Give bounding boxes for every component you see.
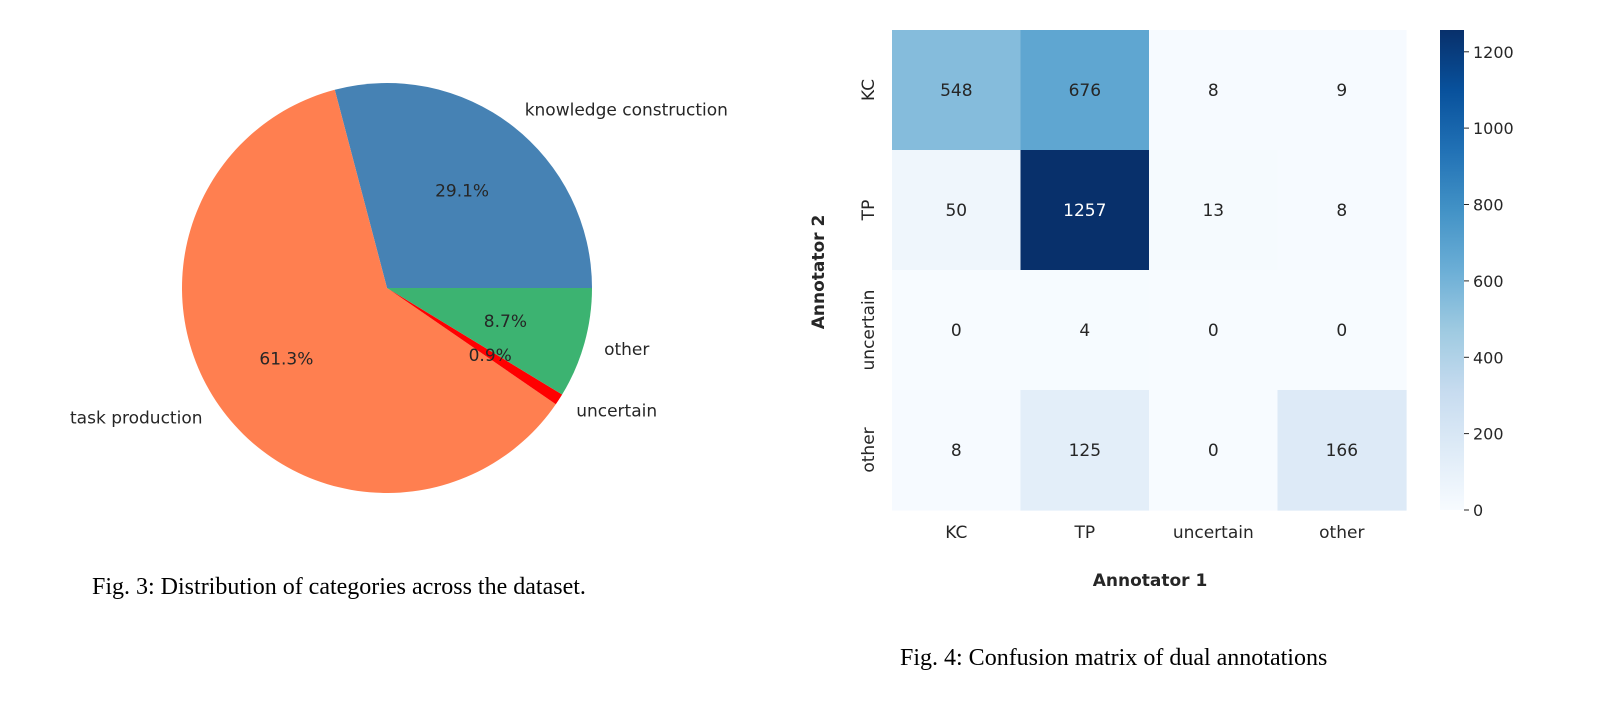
confusion-matrix-heatmap: 548 676 8 950 1257 13 80 4 0 08 125 0 166 KC TP uncert…	[809, 30, 1514, 591]
heatmap-cell	[1149, 30, 1279, 151]
y-tick-label: other	[859, 427, 879, 472]
figure-3-caption: Fig. 3: Distribution of categories acros…	[92, 574, 586, 600]
colorbar-tick-label: 200	[1473, 425, 1504, 444]
heatmap-cell-value: 125	[1069, 441, 1101, 461]
heatmap-cell	[1277, 270, 1407, 391]
heatmap-cell	[1277, 150, 1407, 271]
heatmap-cell-value: 0	[1336, 321, 1347, 341]
heatmap-cell	[1020, 270, 1150, 391]
x-tick-label: other	[1319, 523, 1364, 543]
pie-category-label-other: other	[604, 340, 649, 360]
heatmap-cell-value: 9	[1336, 81, 1347, 101]
y-tick-label: KC	[859, 79, 879, 101]
heatmap-cell-value: 548	[940, 81, 972, 101]
pie-category-label-task-production: task production	[70, 409, 202, 429]
colorbar-tick-label: 400	[1473, 348, 1504, 367]
heatmap-cell-value: 8	[1208, 81, 1219, 101]
heatmap-cell-value: 8	[951, 441, 962, 461]
colorbar-tick-label: 800	[1473, 196, 1504, 215]
pie-chart: 29.1% knowledge construction 61.3% task pro…	[70, 82, 728, 493]
heatmap-cell-value: 13	[1202, 201, 1224, 221]
colorbar-tick-label: 1000	[1473, 119, 1514, 138]
heatmap-cell-value: 8	[1336, 201, 1347, 221]
pie-pct-label-task-production: 61.3%	[259, 350, 313, 370]
heatmap-cell-value: 0	[951, 321, 962, 341]
heatmap-cell	[1277, 30, 1407, 151]
y-tick-label: uncertain	[859, 290, 879, 371]
pie-slice-other	[387, 288, 592, 395]
colorbar	[1440, 30, 1464, 510]
pie-pct-label-uncertain: 0.9%	[469, 346, 512, 366]
heatmap-cell	[892, 150, 1022, 271]
heatmap-cell-value: 4	[1079, 321, 1090, 341]
heatmap-cell	[1277, 390, 1407, 511]
heatmap-cell-value: 166	[1326, 441, 1358, 461]
y-axis-label: Annotator 2	[809, 215, 829, 330]
pie-slice-task-production	[181, 89, 556, 493]
pie-slice-knowledge-construction	[334, 82, 592, 288]
x-tick-label: TP	[1073, 523, 1095, 543]
heatmap-cell-value: 1257	[1063, 201, 1106, 221]
colorbar-tick-label: 600	[1473, 272, 1504, 291]
x-axis-label: Annotator 1	[1093, 571, 1208, 591]
heatmap-cell-value: 0	[1208, 441, 1219, 461]
heatmap-cell	[1149, 150, 1279, 271]
heatmap-cell	[892, 390, 1022, 511]
heatmap-cell-value: 0	[1208, 321, 1219, 341]
heatmap-cell	[1149, 390, 1279, 511]
heatmap-cell	[1149, 270, 1279, 391]
pie-category-label-knowledge-construction: knowledge construction	[525, 100, 728, 120]
heatmap-cell-value: 676	[1069, 81, 1101, 101]
heatmap-cell	[1020, 30, 1150, 151]
heatmap-cell	[1020, 150, 1150, 271]
heatmap-cell-value: 50	[945, 201, 967, 221]
heatmap-cell	[892, 30, 1022, 151]
heatmap-cell	[892, 270, 1022, 391]
colorbar-tick-label: 0	[1473, 501, 1483, 520]
pie-pct-label-knowledge-construction: 29.1%	[435, 182, 489, 202]
heatmap-cell	[1020, 390, 1150, 511]
pie-category-label-uncertain: uncertain	[576, 402, 657, 422]
y-tick-label: TP	[859, 200, 879, 222]
pie-slice-uncertain	[387, 288, 563, 405]
colorbar-tick-label: 1200	[1473, 43, 1514, 62]
pie-pct-label-other: 8.7%	[484, 312, 527, 332]
x-tick-label: uncertain	[1173, 523, 1254, 543]
figure-4-caption: Fig. 4: Confusion matrix of dual annotat…	[900, 645, 1328, 671]
x-tick-label: KC	[945, 523, 967, 543]
